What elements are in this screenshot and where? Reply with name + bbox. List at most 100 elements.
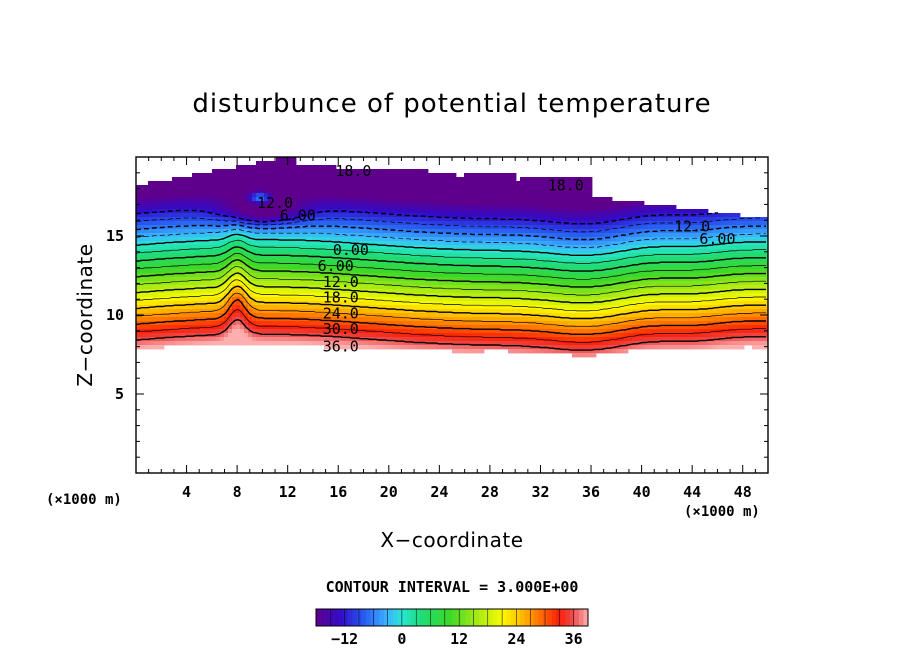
field-cell xyxy=(356,181,361,186)
field-cell xyxy=(216,217,221,222)
field-cell xyxy=(336,277,341,282)
field-cell xyxy=(476,281,481,286)
field-cell xyxy=(384,293,389,298)
field-cell xyxy=(568,225,573,230)
field-cell xyxy=(636,213,641,218)
field-cell xyxy=(552,289,557,294)
field-cell xyxy=(536,209,541,214)
field-cell xyxy=(540,221,545,226)
field-cell xyxy=(740,265,745,270)
field-cell xyxy=(188,181,193,186)
field-cell xyxy=(756,225,761,230)
field-cell xyxy=(480,257,485,262)
field-cell xyxy=(288,249,293,254)
field-cell xyxy=(576,193,581,198)
field-cell xyxy=(728,301,733,306)
field-cell xyxy=(240,193,245,198)
field-cell xyxy=(708,281,713,286)
field-cell xyxy=(256,221,261,226)
field-cell xyxy=(380,253,385,258)
field-cell xyxy=(412,173,417,178)
field-cell xyxy=(204,241,209,246)
field-cell xyxy=(684,269,689,274)
field-cell xyxy=(176,293,181,298)
field-cell xyxy=(288,209,293,214)
field-cell xyxy=(764,289,768,294)
field-cell xyxy=(460,289,465,294)
field-cell xyxy=(372,257,377,262)
field-cell xyxy=(472,273,477,278)
field-cell xyxy=(428,245,433,250)
field-cell xyxy=(352,177,357,182)
field-cell xyxy=(428,233,433,238)
field-cell xyxy=(380,301,385,306)
field-cell xyxy=(468,213,473,218)
field-cell xyxy=(236,277,241,282)
field-cell xyxy=(624,253,629,258)
field-cell xyxy=(384,181,389,186)
field-cell xyxy=(368,201,373,206)
field-cell xyxy=(380,185,385,190)
field-cell xyxy=(752,241,757,246)
field-cell xyxy=(180,185,185,190)
field-cell xyxy=(612,301,617,306)
field-cell xyxy=(252,225,257,230)
field-cell xyxy=(256,301,261,306)
field-cell xyxy=(680,261,685,266)
field-cell xyxy=(228,213,233,218)
field-cell xyxy=(484,281,489,286)
field-cell xyxy=(452,197,457,202)
field-cell xyxy=(260,209,265,214)
field-cell xyxy=(196,173,201,178)
field-cell xyxy=(260,241,265,246)
field-cell xyxy=(544,301,549,306)
field-cell xyxy=(404,209,409,214)
field-cell xyxy=(172,181,177,186)
field-cell xyxy=(280,241,285,246)
field-cell xyxy=(484,245,489,250)
field-cell xyxy=(180,233,185,238)
field-cell xyxy=(384,257,389,262)
field-cell xyxy=(548,285,553,290)
field-cell xyxy=(416,297,421,302)
field-cell xyxy=(648,249,653,254)
field-cell xyxy=(276,297,281,302)
field-cell xyxy=(252,249,257,254)
field-cell xyxy=(516,209,521,214)
field-cell xyxy=(440,225,445,230)
field-cell xyxy=(256,257,261,262)
field-cell xyxy=(340,261,345,266)
field-cell xyxy=(236,197,241,202)
field-cell xyxy=(580,181,585,186)
field-cell xyxy=(424,185,429,190)
field-cell xyxy=(644,221,649,226)
field-cell xyxy=(496,173,501,178)
field-cell xyxy=(252,185,257,190)
field-cell xyxy=(188,177,193,182)
field-cell xyxy=(260,265,265,270)
field-cell xyxy=(276,233,281,238)
field-cell xyxy=(480,297,485,302)
field-cell xyxy=(436,241,441,246)
field-cell xyxy=(456,277,461,282)
field-cell xyxy=(472,193,477,198)
field-cell xyxy=(364,173,369,178)
field-cell xyxy=(520,193,525,198)
field-cell xyxy=(428,257,433,262)
field-cell xyxy=(236,269,241,274)
field-cell xyxy=(396,269,401,274)
field-cell xyxy=(496,181,501,186)
field-cell xyxy=(376,245,381,250)
field-cell xyxy=(204,265,209,270)
field-cell xyxy=(580,217,585,222)
field-cell xyxy=(208,237,213,242)
field-cell xyxy=(708,257,713,262)
field-cell xyxy=(652,265,657,270)
field-cell xyxy=(184,229,189,234)
field-cell xyxy=(400,189,405,194)
field-cell xyxy=(472,201,477,206)
field-cell xyxy=(324,181,329,186)
field-cell xyxy=(180,229,185,234)
field-cell xyxy=(220,265,225,270)
field-cell xyxy=(428,253,433,258)
